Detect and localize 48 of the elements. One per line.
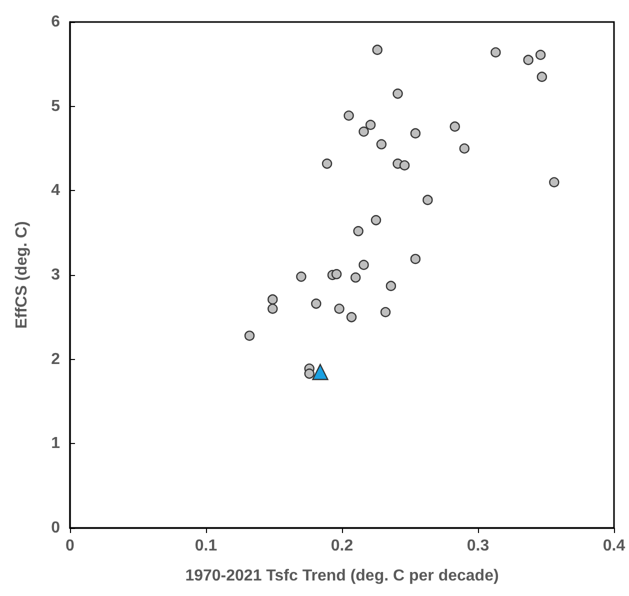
- x-axis-title: 1970-2021 Tsfc Trend (deg. C per decade): [185, 568, 499, 584]
- point: [410, 254, 421, 264]
- y-tick-label: 5: [51, 98, 60, 115]
- point: [268, 294, 278, 305]
- point: [410, 128, 421, 138]
- point: [346, 312, 357, 322]
- point: [268, 304, 278, 314]
- y-tick-label: 6: [51, 14, 60, 30]
- point: [535, 50, 546, 60]
- point: [372, 44, 382, 55]
- y-tick-label: 3: [51, 266, 60, 284]
- point: [392, 88, 403, 99]
- x-tick-label: 0.4: [602, 538, 626, 554]
- point: [490, 47, 501, 58]
- point: [370, 215, 382, 226]
- point: [331, 269, 342, 280]
- y-axis-title: EffCS (deg. C): [14, 221, 30, 329]
- y-tick-label: 1: [51, 435, 60, 452]
- point: [311, 298, 322, 309]
- x-tick-label: 0.1: [194, 538, 218, 554]
- point: [549, 177, 560, 188]
- x-tick-label: 0.3: [466, 538, 490, 554]
- point: [422, 194, 433, 206]
- point: [358, 260, 369, 270]
- point: [459, 143, 470, 154]
- y-tick-label: 2: [51, 350, 60, 368]
- y-tick-label: 0: [51, 520, 60, 536]
- point: [358, 126, 369, 137]
- point: [536, 72, 548, 82]
- y-tick-label: 4: [51, 182, 60, 200]
- point: [334, 304, 344, 314]
- point: [376, 139, 387, 150]
- point: [296, 272, 306, 282]
- point: [353, 226, 364, 236]
- point: [399, 160, 410, 170]
- point: [344, 110, 354, 121]
- point: [312, 364, 328, 380]
- point: [365, 120, 376, 130]
- x-tick-label: 0: [66, 538, 75, 554]
- point: [450, 121, 460, 132]
- point: [244, 330, 255, 341]
- point: [350, 272, 361, 283]
- point: [386, 280, 396, 292]
- point: [304, 368, 314, 379]
- x-tick-label: 0.2: [330, 538, 354, 554]
- point: [380, 307, 391, 318]
- point: [523, 54, 534, 66]
- point: [322, 158, 332, 169]
